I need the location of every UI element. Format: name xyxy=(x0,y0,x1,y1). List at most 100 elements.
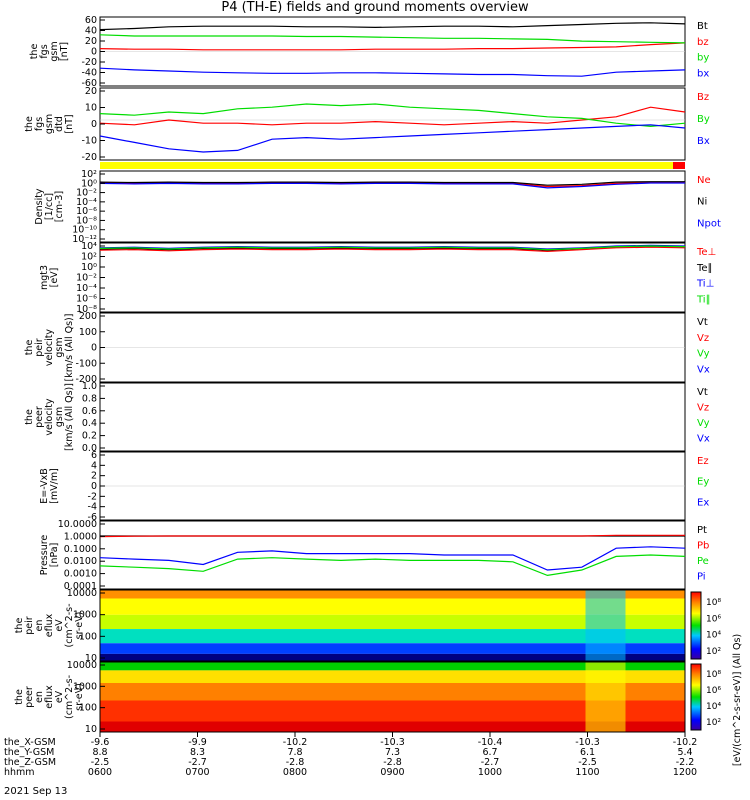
y-axis-label: gsm xyxy=(49,41,60,61)
colorbar-tick-label: 10⁶ xyxy=(706,614,721,624)
y-tick-label: 0.2 xyxy=(82,431,97,442)
y-axis-label: sr-eV) xyxy=(74,612,85,640)
heatmap-band xyxy=(100,700,685,722)
series-line-bx xyxy=(99,124,686,153)
x-tick-label: -10.4 xyxy=(478,737,503,748)
y-axis-label: E=-VxB xyxy=(39,468,50,503)
legend-entry: bx xyxy=(697,68,709,79)
y-tick-label: 10⁻⁶ xyxy=(76,206,97,217)
y-tick-label: 1000 xyxy=(73,681,97,692)
legend-entry: Ey xyxy=(697,477,709,488)
x-tick-label: -2.2 xyxy=(676,757,695,768)
series-line-bz xyxy=(99,42,686,51)
panel-frame xyxy=(99,242,686,313)
y-axis-label: peir xyxy=(34,338,45,357)
y-axis-label: the xyxy=(14,689,25,705)
x-tick-label: -10.2 xyxy=(673,737,698,748)
series-line-bt xyxy=(99,22,686,31)
legend-entry: Ti∥ xyxy=(696,294,711,305)
y-axis-label: velocity xyxy=(44,329,55,367)
y-tick-label: 0.8 xyxy=(82,393,97,404)
series-line-by xyxy=(99,103,686,128)
colorbar-tick-label: 10⁶ xyxy=(706,686,721,696)
y-tick-label: 10.0000 xyxy=(58,519,97,530)
legend-entry: Vt xyxy=(697,317,708,328)
legend-entry: Pe xyxy=(697,556,709,567)
y-axis-label: [km/s (All Qs)] xyxy=(64,383,75,451)
x-tick-label: -10.3 xyxy=(575,737,600,748)
y-tick-label: 0.4 xyxy=(82,418,97,429)
colorbar xyxy=(690,591,702,660)
x-tick-label: -10.2 xyxy=(283,737,308,748)
y-tick-label: -60 xyxy=(81,78,97,89)
x-row-label: the_Z-GSM xyxy=(4,757,56,768)
y-axis-label: peir xyxy=(24,616,35,635)
y-tick-label: 0 xyxy=(91,47,97,58)
series-line-bx xyxy=(99,67,686,77)
legend-entry: Pt xyxy=(697,525,707,536)
y-axis-label: [nT] xyxy=(59,42,70,61)
y-axis-label: the xyxy=(24,340,35,356)
heatmap-band xyxy=(100,598,685,615)
legend-entry: Vz xyxy=(697,333,709,344)
x-tick-label: -2.8 xyxy=(383,757,402,768)
x-tick-label: 7.8 xyxy=(287,747,302,758)
series-line-te⊥ xyxy=(99,246,686,253)
y-axis-label: dtd xyxy=(54,116,65,132)
y-axis-label: eV xyxy=(54,690,65,703)
colorbar-tick-label: 10⁸ xyxy=(706,670,721,680)
y-tick-label: 1.0 xyxy=(82,381,97,392)
series-line-npot xyxy=(99,182,685,189)
y-tick-label: -2 xyxy=(88,491,97,502)
y-tick-label: 1000 xyxy=(73,610,97,621)
x-tick-label: 8.3 xyxy=(190,747,205,758)
legend-entry: Pb xyxy=(697,541,709,552)
heatmap-disturbance xyxy=(585,590,626,661)
y-axis-label: [cm-3] xyxy=(54,191,65,222)
y-axis-label: the xyxy=(24,409,35,425)
status-bar-end xyxy=(673,162,685,169)
series-line-ti∥ xyxy=(99,245,686,251)
y-tick-label: 4 xyxy=(91,460,97,471)
y-tick-label: -40 xyxy=(81,68,97,79)
y-axis-label: [nT] xyxy=(64,114,75,133)
y-axis-label: Pressure xyxy=(39,535,50,576)
legend-entry: Te⊥ xyxy=(696,247,716,258)
y-axis-label: fgs xyxy=(34,117,45,131)
y-tick-label: 10000 xyxy=(67,660,97,671)
legend-entry: Ex xyxy=(697,497,709,508)
legend-entry: Npot xyxy=(697,218,721,229)
heatmap-band xyxy=(100,590,685,599)
panel-frame xyxy=(99,382,686,452)
heatmap-band xyxy=(100,721,685,732)
y-tick-label: 10⁻⁴ xyxy=(76,197,97,208)
legend-entry: Bt xyxy=(697,21,708,32)
y-axis-label: (cm^2-s- xyxy=(64,675,75,719)
y-axis-label: [eV] xyxy=(49,268,60,288)
x-tick-label: 0700 xyxy=(185,767,209,778)
y-tick-label: 10⁻⁸ xyxy=(76,215,97,226)
x-tick-label: 0800 xyxy=(283,767,307,778)
y-axis-label: peer xyxy=(24,686,35,708)
legend-entry: Ti⊥ xyxy=(696,279,714,290)
panel-frame xyxy=(99,87,686,161)
y-tick-label: 0.0001 xyxy=(64,581,97,592)
y-tick-label: 2 xyxy=(91,471,97,482)
x-tick-label: -2.8 xyxy=(286,757,305,768)
legend-entry: Vy xyxy=(697,349,710,360)
y-tick-label: 10⁰ xyxy=(81,262,97,273)
x-tick-label: -9.9 xyxy=(188,737,207,748)
y-tick-label: 0.0 xyxy=(82,443,97,454)
y-tick-label: 0 xyxy=(91,119,97,130)
x-tick-label: 0900 xyxy=(380,767,404,778)
y-tick-label: 20 xyxy=(85,86,97,97)
y-tick-label: 10⁻² xyxy=(76,188,97,199)
y-axis-label: velocity xyxy=(44,398,55,436)
legend-entry: Bz xyxy=(697,92,709,103)
y-tick-label: 10⁻² xyxy=(76,273,97,284)
y-tick-label: 0.0010 xyxy=(64,569,97,580)
legend-entry: Vy xyxy=(697,418,710,429)
y-tick-label: 10⁻⁴ xyxy=(76,283,97,294)
